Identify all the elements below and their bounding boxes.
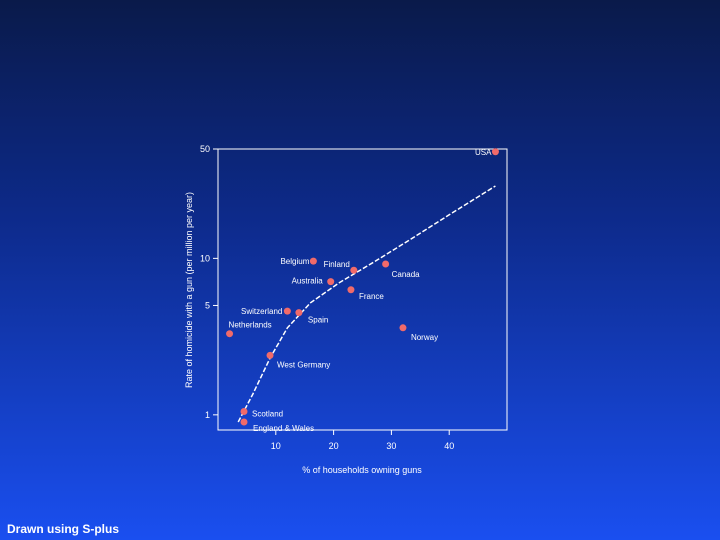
y-tick-label: 50 xyxy=(200,144,210,154)
x-tick-label: 40 xyxy=(444,441,454,451)
point-label-australia: Australia xyxy=(292,277,324,286)
point-label-usa: USA xyxy=(475,148,492,157)
y-tick-label: 1 xyxy=(205,410,210,420)
x-tick-label: 10 xyxy=(271,441,281,451)
point-finland xyxy=(350,266,358,274)
point-switzerland xyxy=(283,307,291,315)
point-label-west-germany: West Germany xyxy=(277,360,330,369)
x-axis-label: % of households owning guns xyxy=(302,465,422,475)
point-canada xyxy=(382,260,390,268)
point-label-belgium: Belgium xyxy=(280,257,309,266)
y-tick-label: 10 xyxy=(200,253,210,263)
point-label-france: France xyxy=(359,292,384,301)
y-axis-label: Rate of homicide with a gun (per million… xyxy=(184,192,194,388)
axes: 10 20 30 40 1 5 10 50 xyxy=(200,144,508,451)
point-usa xyxy=(491,148,499,156)
y-tick-label: 5 xyxy=(205,300,210,310)
fit-curve xyxy=(237,185,496,423)
point-england-wales xyxy=(240,418,248,426)
point-label-england-wales: England & Wales xyxy=(253,424,314,433)
point-label-norway: Norway xyxy=(411,333,438,342)
point-label-scotland: Scotland xyxy=(252,410,283,419)
point-australia xyxy=(327,278,335,286)
point-label-netherlands: Netherlands xyxy=(229,321,272,330)
point-belgium xyxy=(309,257,317,265)
x-tick-label: 20 xyxy=(329,441,339,451)
credit-text: Drawn using S-plus xyxy=(7,522,120,536)
point-scotland xyxy=(240,408,248,416)
point-label-switzerland: Switzerland xyxy=(241,307,282,316)
point-france xyxy=(347,286,355,294)
point-label-finland: Finland xyxy=(324,260,350,269)
x-tick-label: 30 xyxy=(386,441,396,451)
point-norway xyxy=(399,324,407,332)
point-west-germany xyxy=(266,351,274,359)
point-spain xyxy=(295,309,303,317)
point-netherlands xyxy=(226,330,234,338)
point-label-spain: Spain xyxy=(308,316,328,325)
plot-frame xyxy=(217,148,508,431)
data-points: USA Belgium Finland Canada Australia France Sw… xyxy=(226,148,499,433)
point-label-canada: Canada xyxy=(392,270,421,279)
